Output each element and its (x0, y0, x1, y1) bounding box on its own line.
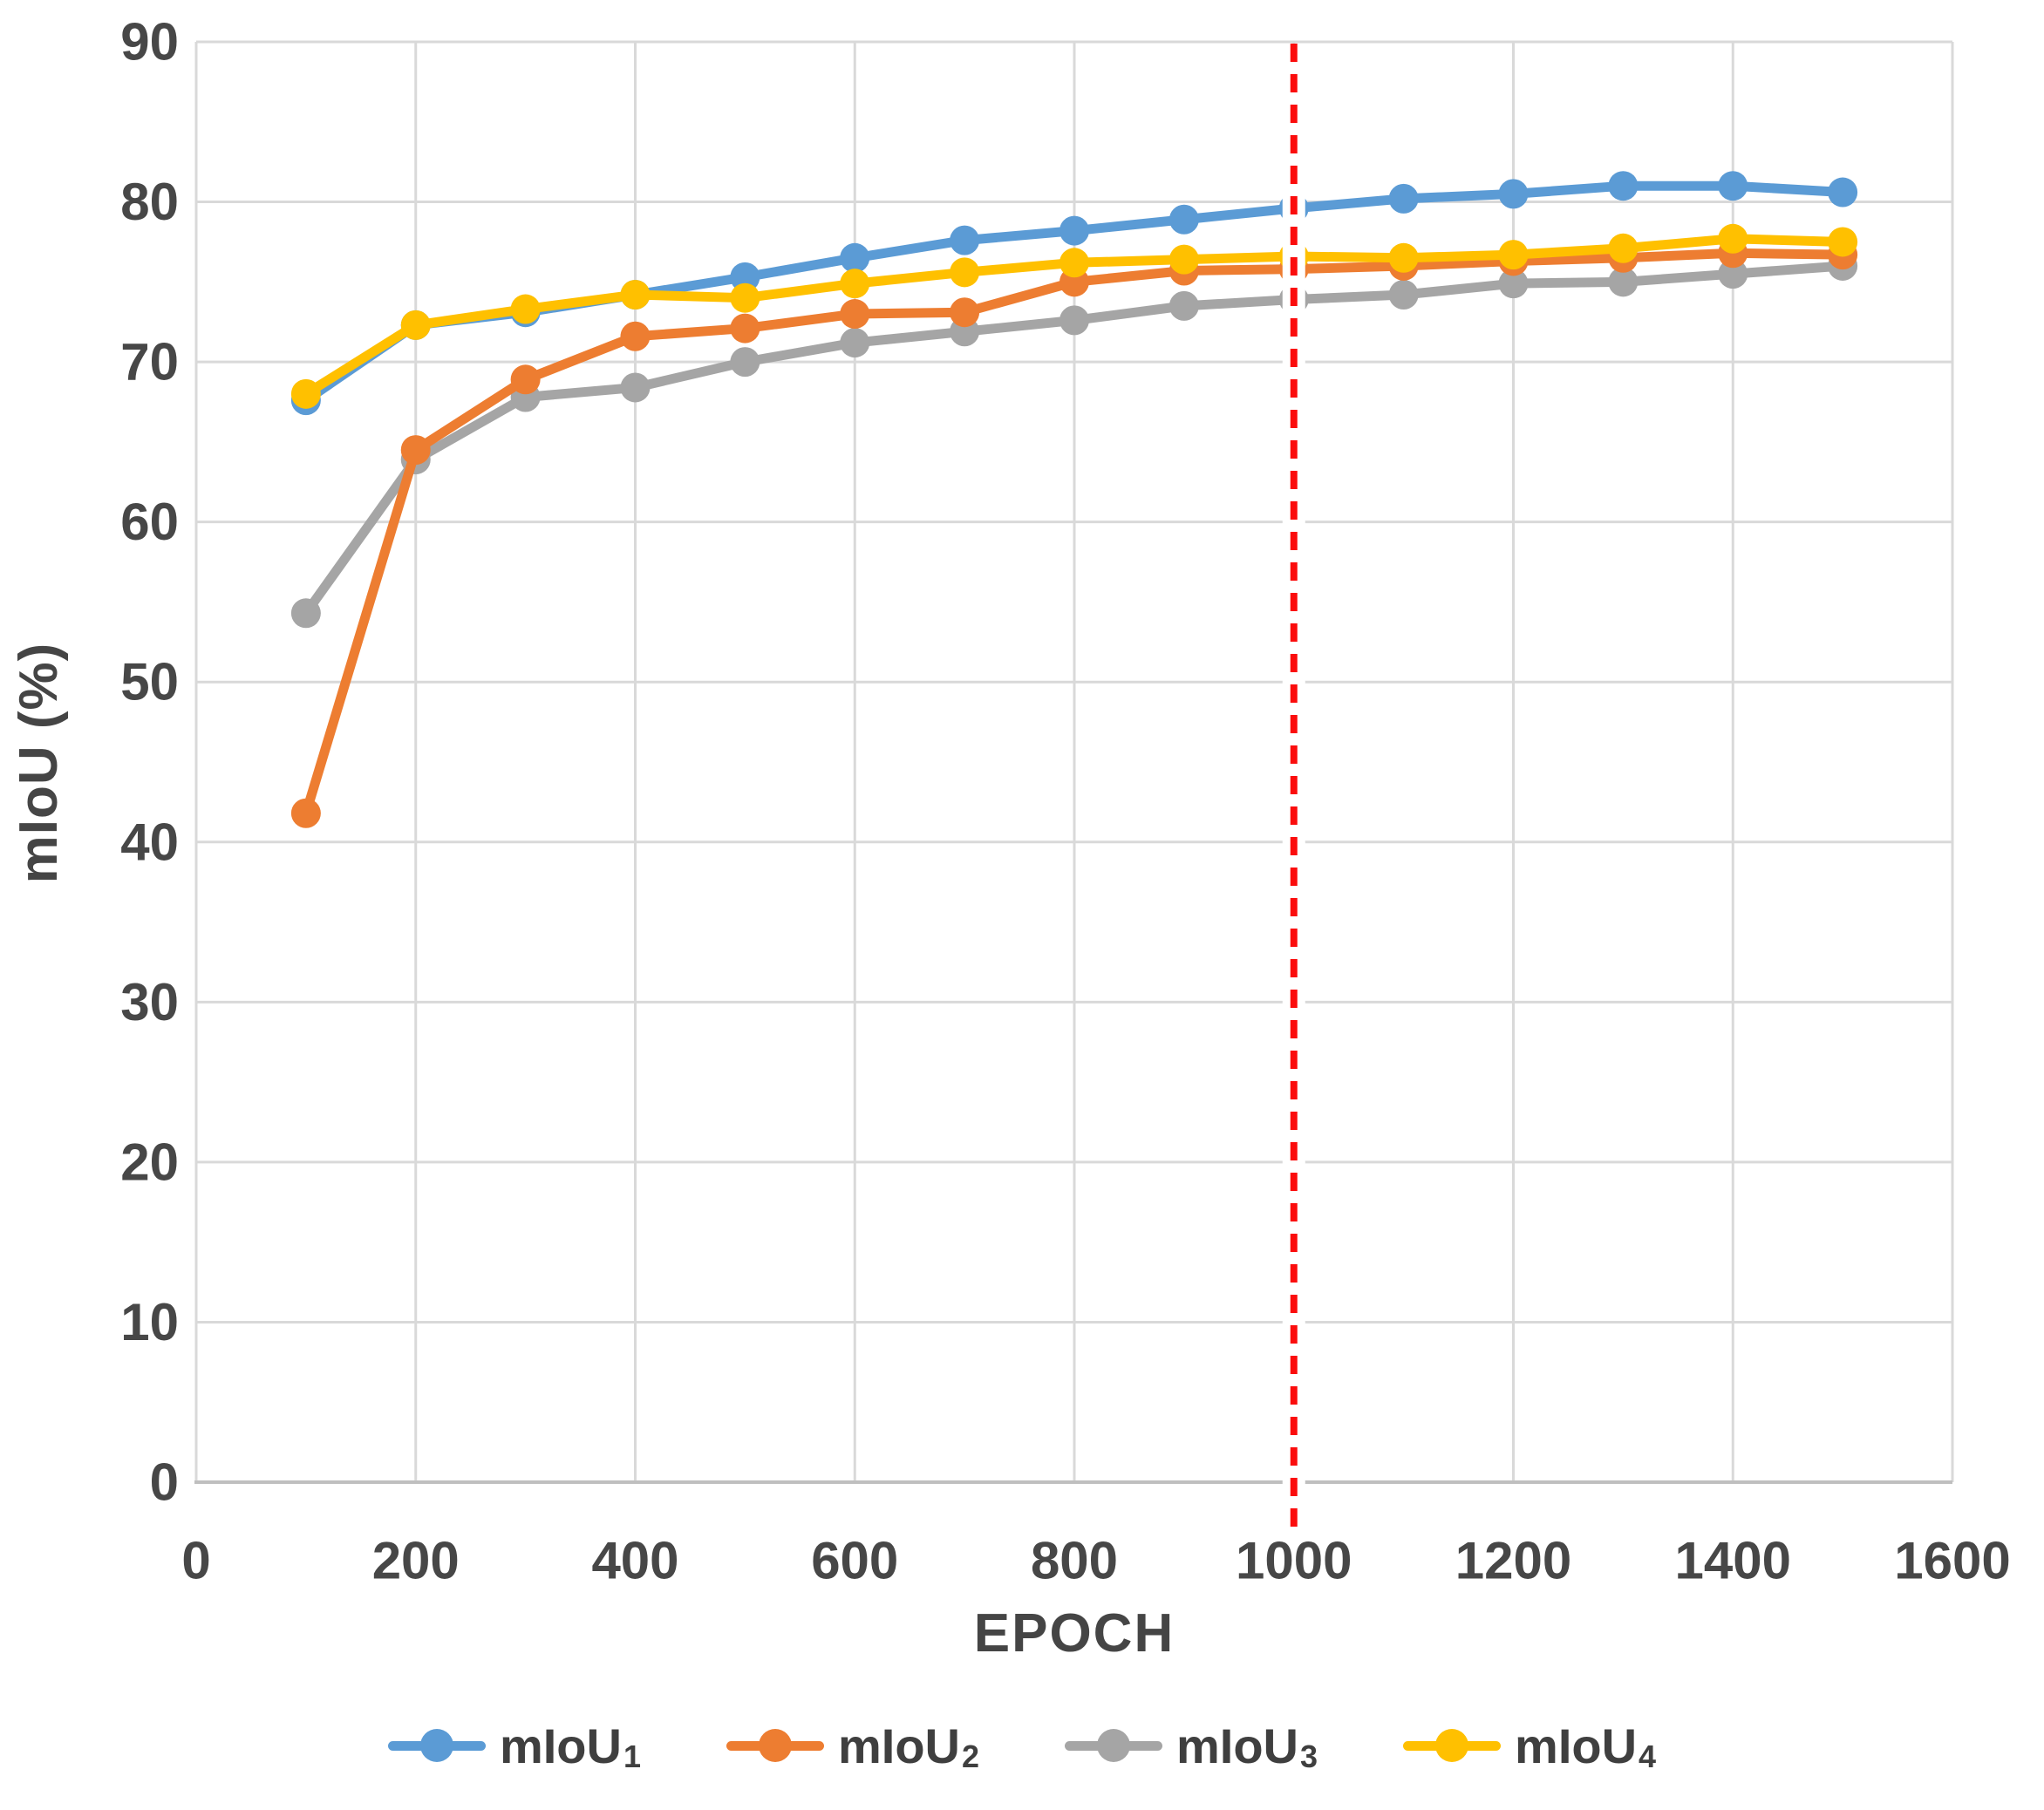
x-axis-title: EPOCH (973, 1603, 1175, 1664)
series-marker-miou2 (290, 798, 321, 828)
legend-marker-icon (1065, 1728, 1162, 1763)
legend-item-miou1: mIoU 1 (387, 1718, 641, 1774)
series-marker-miou3 (840, 328, 870, 358)
series-marker-miou2 (620, 321, 651, 351)
series-marker-miou3 (1388, 280, 1419, 310)
series-marker-miou4 (1498, 240, 1529, 270)
legend-label: mIoU 1 (499, 1718, 641, 1774)
series-marker-miou1 (1498, 179, 1529, 209)
y-tick-label-10: 10 (120, 1293, 179, 1351)
series-marker-miou4 (290, 378, 321, 409)
y-tick-label-0: 0 (150, 1453, 179, 1512)
series-marker-miou4 (1059, 248, 1089, 278)
y-tick-label-70: 70 (120, 333, 179, 391)
series-marker-miou4 (730, 282, 760, 313)
x-tick-label-0: 0 (181, 1532, 210, 1590)
series-marker-miou4 (1718, 223, 1748, 254)
series-marker-miou1 (950, 225, 980, 255)
series-marker-miou1 (1718, 171, 1748, 201)
y-tick-label-20: 20 (120, 1133, 179, 1191)
series-marker-miou2 (950, 297, 980, 328)
legend-marker-icon (387, 1728, 486, 1763)
series-marker-miou1 (1388, 183, 1419, 214)
series-marker-miou4 (510, 294, 541, 324)
series-marker-miou4 (950, 257, 980, 288)
x-tick-label-800: 800 (1031, 1532, 1118, 1590)
series-marker-miou4 (840, 269, 870, 299)
series-marker-miou2 (510, 364, 541, 395)
series-marker-miou1 (1608, 171, 1639, 201)
series-marker-miou3 (290, 598, 321, 629)
legend-item-miou3: mIoU 3 (1065, 1718, 1318, 1774)
y-tick-label-90: 90 (120, 13, 179, 71)
x-tick-label-1600: 1600 (1894, 1532, 2010, 1590)
series-marker-miou3 (1718, 259, 1748, 289)
legend-dot-icon (1435, 1729, 1469, 1762)
x-tick-label-1000: 1000 (1236, 1532, 1352, 1590)
series-marker-miou2 (400, 435, 431, 466)
x-tick-label-1200: 1200 (1455, 1532, 1571, 1590)
series-marker-miou1 (840, 242, 870, 273)
y-tick-label-50: 50 (120, 653, 179, 711)
series-marker-miou2 (730, 313, 760, 344)
series-marker-miou3 (1059, 305, 1089, 336)
series-marker-miou1 (730, 262, 760, 292)
legend-item-miou4: mIoU 4 (1403, 1718, 1656, 1774)
y-axis-title: mIoU (%) (9, 642, 69, 884)
y-tick-label-80: 80 (120, 173, 179, 231)
x-tick-label-1400: 1400 (1675, 1532, 1791, 1590)
series-marker-miou3 (730, 347, 760, 378)
series-marker-miou3 (1168, 290, 1199, 321)
series-marker-miou4 (1388, 242, 1419, 273)
series-marker-miou4 (1168, 244, 1199, 275)
legend-label: mIoU 3 (1176, 1718, 1318, 1774)
series-marker-miou4 (400, 310, 431, 340)
y-tick-label-40: 40 (120, 813, 179, 871)
x-tick-label-600: 600 (811, 1532, 898, 1590)
series-marker-miou1 (1168, 204, 1199, 235)
legend-label: mIoU 4 (1515, 1718, 1657, 1774)
x-tick-label-400: 400 (591, 1532, 678, 1590)
legend: mIoU 1 mIoU 2 mIoU 3 mIoU 4 (0, 1702, 2044, 1789)
series-marker-miou2 (840, 299, 870, 330)
legend-dot-icon (1097, 1729, 1130, 1762)
legend-marker-icon (726, 1728, 824, 1763)
series-marker-miou4 (1828, 227, 1858, 257)
series-marker-miou3 (620, 372, 651, 403)
series-marker-miou3 (1608, 267, 1639, 297)
x-tick-label-200: 200 (372, 1532, 460, 1590)
series-marker-miou4 (1608, 233, 1639, 263)
y-tick-label-30: 30 (120, 973, 179, 1031)
series-marker-miou1 (1059, 215, 1089, 246)
series-marker-miou3 (1498, 269, 1529, 299)
legend-dot-icon (758, 1729, 792, 1762)
legend-label: mIoU 2 (837, 1718, 979, 1774)
series-marker-miou4 (620, 280, 651, 310)
legend-marker-icon (1403, 1728, 1502, 1763)
y-tick-label-60: 60 (120, 493, 179, 551)
series-marker-miou1 (1828, 177, 1858, 208)
legend-dot-icon (419, 1729, 453, 1762)
legend-item-miou2: mIoU 2 (726, 1718, 979, 1774)
